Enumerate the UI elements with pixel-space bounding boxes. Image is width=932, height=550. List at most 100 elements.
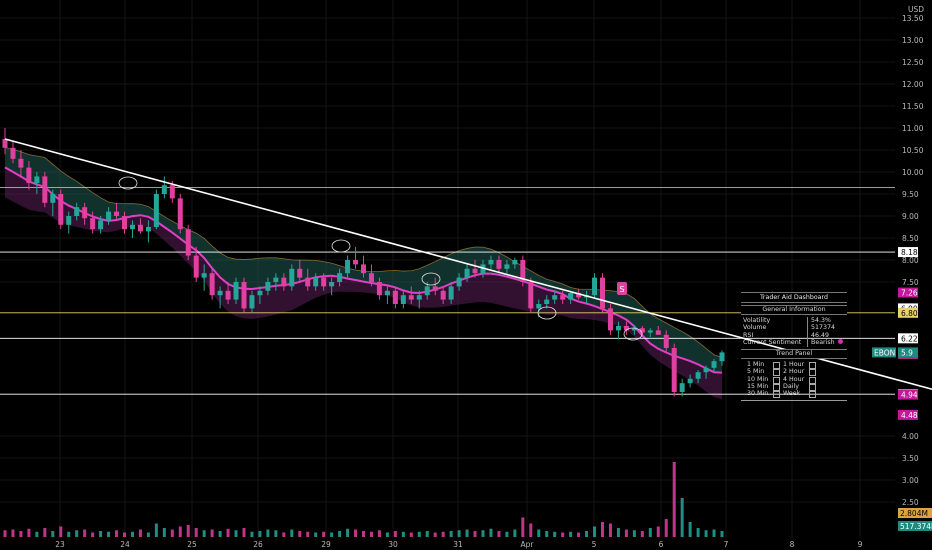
trendline-segment xyxy=(4,138,932,391)
price-tick-label: 9.50 xyxy=(902,190,919,199)
volume-bar xyxy=(529,523,533,537)
trendline[interactable] xyxy=(4,138,932,425)
date-tick-label: 23 xyxy=(55,540,65,549)
candle-body xyxy=(153,194,159,227)
volume-bar xyxy=(178,526,182,537)
candle-body xyxy=(185,229,191,256)
price-tag xyxy=(898,389,918,400)
rsi-row: RSI 46.49 xyxy=(741,331,847,340)
price-tick-label: 2.50 xyxy=(902,498,919,507)
highlight-circle xyxy=(118,176,138,190)
candle-body xyxy=(671,348,677,392)
volume-bar xyxy=(449,531,453,537)
volume-bar xyxy=(314,532,318,537)
volume-bar xyxy=(234,530,238,537)
candle-body xyxy=(26,167,32,183)
candle-body xyxy=(42,176,48,203)
price-tag-label: 4.94 xyxy=(901,391,918,400)
sentiment-value: Bearish xyxy=(811,339,835,347)
candle-body xyxy=(440,290,446,300)
candle-body xyxy=(66,216,72,225)
candle-body xyxy=(432,286,438,291)
trend-check-icon xyxy=(773,383,783,391)
candle-body xyxy=(416,295,422,300)
volume-bar xyxy=(130,531,134,537)
volume-bar xyxy=(186,525,190,537)
volume-row: Volume 517374 xyxy=(741,324,847,332)
volume-bar xyxy=(274,530,278,537)
volume-bar xyxy=(688,522,692,537)
trend-label-8: Daily xyxy=(783,382,799,390)
volume-bar xyxy=(425,531,429,537)
trend-check-icon xyxy=(809,390,819,399)
volume-bars xyxy=(3,462,724,537)
volatility-label: Volatility xyxy=(743,317,771,324)
trend-panel-title: Trend Panel xyxy=(775,350,813,358)
volume-bar xyxy=(170,529,174,537)
volume-bar xyxy=(712,529,716,537)
volume-bar xyxy=(441,531,445,537)
volume-bar xyxy=(672,462,676,537)
volume-bar xyxy=(138,529,142,537)
trend-label-2: 1 Hour xyxy=(783,361,805,369)
candle-body xyxy=(695,372,701,379)
volume-bar xyxy=(704,530,708,537)
candle-body xyxy=(400,295,406,304)
symbol-label: EBON xyxy=(874,348,895,357)
volume-bar xyxy=(250,531,254,537)
price-tick-label: 7.50 xyxy=(902,278,919,287)
price-tick-label: 12.50 xyxy=(902,58,924,67)
date-tick-label: 7 xyxy=(724,540,729,549)
price-tag-label: 8.18 xyxy=(901,248,918,257)
price-tick-label: 9.00 xyxy=(902,212,919,221)
volume-bar xyxy=(210,529,214,537)
time-axis[interactable]: 23 24 25 26 29 30 31 Apr 5 6 7 8 9 xyxy=(0,538,932,550)
volume-bar xyxy=(640,531,644,537)
volume-bar xyxy=(513,529,517,537)
candle-body xyxy=(623,326,629,331)
candle-body xyxy=(719,352,725,362)
candle-body xyxy=(361,264,366,274)
candle-body xyxy=(528,282,534,309)
price-tick-label: 12.00 xyxy=(902,80,924,89)
candle-body xyxy=(345,260,351,274)
price-axis[interactable]: 13.50 13.00 12.50 12.00 11.50 11.00 10.50 10.00… xyxy=(872,14,932,531)
candle-body xyxy=(281,277,287,287)
volume-bar xyxy=(35,531,39,537)
candles xyxy=(2,128,725,397)
date-tick-label: 8 xyxy=(790,540,795,549)
candle-body xyxy=(257,290,263,296)
candle-body xyxy=(424,286,430,296)
rsi-label: RSI xyxy=(743,331,754,339)
price-tag-label: 6.22 xyxy=(901,334,918,343)
volume-bar xyxy=(409,532,413,537)
candle-body xyxy=(408,295,414,300)
volume-bar xyxy=(218,531,222,537)
bearish-dot-icon xyxy=(837,339,843,345)
volume-bar xyxy=(91,532,95,537)
volume-bar xyxy=(385,532,389,537)
candle-body xyxy=(600,277,605,309)
candle-body xyxy=(129,224,135,230)
candle-body xyxy=(615,326,621,331)
candle-body xyxy=(607,308,613,331)
price-tick-label: 4.00 xyxy=(902,432,919,441)
volume-bar xyxy=(330,532,334,537)
candle-body xyxy=(337,273,343,282)
volume-bar xyxy=(194,528,198,537)
volume-bar xyxy=(465,529,469,537)
volume-bar xyxy=(497,531,501,537)
candle-body xyxy=(273,277,279,282)
volume-bar xyxy=(473,531,477,537)
candle-body xyxy=(193,255,199,278)
trend-check-icon xyxy=(809,361,819,370)
currency-label: USD xyxy=(908,5,924,14)
rsi-value: 46.49 xyxy=(807,331,847,340)
volume-bar xyxy=(593,526,597,537)
volume-tag-label: 2.804M xyxy=(900,509,928,518)
sentiment-label: Current Sentiment xyxy=(743,339,802,347)
candle-body xyxy=(297,268,303,278)
candle-body xyxy=(384,290,390,296)
price-tick-label: 3.50 xyxy=(902,454,919,463)
